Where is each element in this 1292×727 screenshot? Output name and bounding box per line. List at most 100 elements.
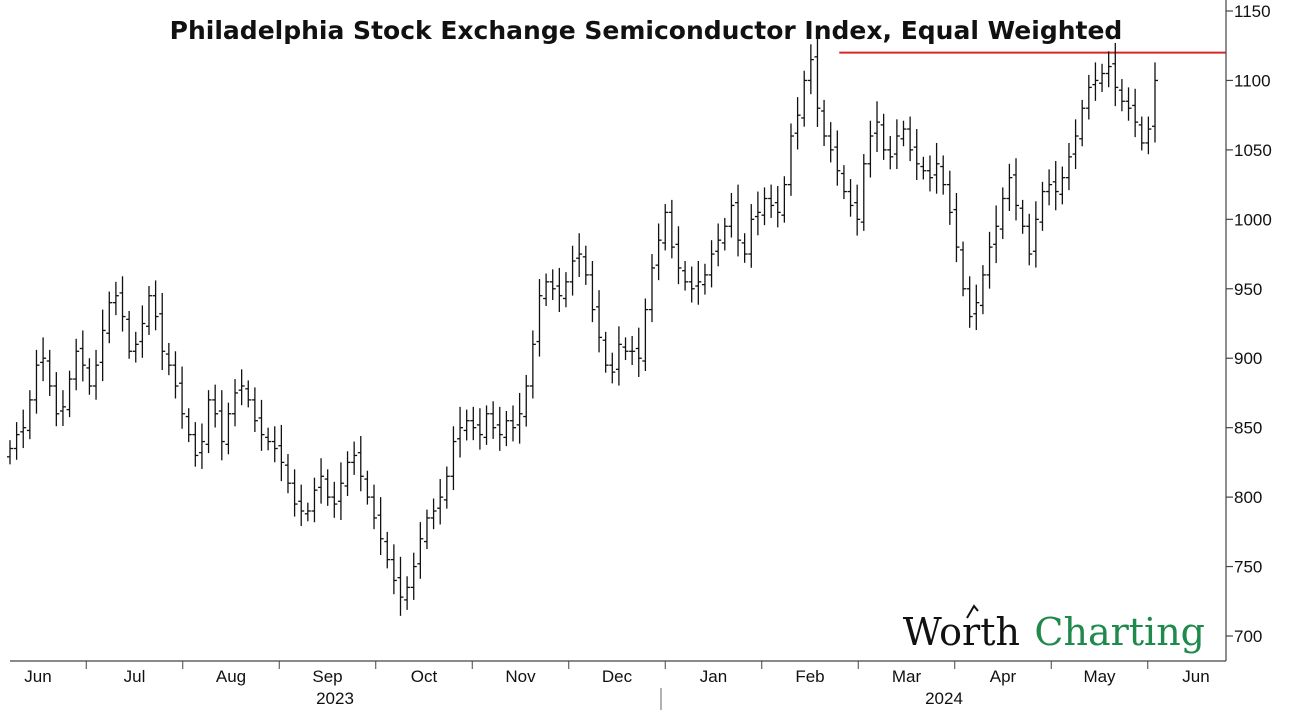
x-month-label: Jul	[124, 667, 146, 686]
ohlc-bar	[165, 342, 172, 376]
ohlc-bar	[20, 409, 27, 449]
ohlc-bar	[46, 349, 53, 396]
ohlc-bar	[437, 479, 444, 525]
ohlc-bar	[596, 290, 603, 353]
ohlc-bar	[516, 392, 523, 444]
ohlc-bar	[1065, 142, 1072, 191]
ohlc-bar	[139, 305, 146, 358]
ohlc-bar	[556, 267, 563, 312]
x-year-label: 2023	[316, 689, 354, 708]
ohlc-bar	[635, 327, 642, 377]
ohlc-bar	[463, 409, 470, 441]
ohlc-bar	[1152, 62, 1158, 143]
ohlc-bar	[1059, 166, 1066, 205]
ohlc-bar	[371, 484, 378, 530]
ohlc-bar	[132, 331, 139, 363]
ohlc-bar	[457, 406, 464, 458]
ohlc-bar	[893, 119, 900, 170]
ohlc-bar	[1079, 99, 1086, 147]
y-tick-label: 800	[1234, 488, 1262, 507]
ohlc-bar	[1092, 62, 1099, 101]
x-month-label: Jun	[24, 667, 51, 686]
ohlc-bar	[40, 337, 47, 382]
ohlc-bar	[662, 204, 669, 251]
ohlc-bar	[238, 369, 245, 406]
ohlc-bar	[814, 36, 821, 127]
ohlc-bar	[245, 380, 252, 408]
ohlc-bar	[615, 326, 622, 386]
ohlc-bar	[450, 426, 457, 491]
ohlc-bar	[93, 349, 100, 400]
ohlc-bar	[682, 261, 689, 291]
ohlc-bar	[715, 223, 722, 267]
chart-title: Philadelphia Stock Exchange Semiconducto…	[170, 16, 1123, 45]
ohlc-bar	[774, 186, 781, 228]
ohlc-bar	[1013, 158, 1020, 221]
ohlc-bar	[291, 469, 298, 517]
ohlc-bar	[225, 402, 232, 455]
ohlc-bar	[741, 233, 748, 263]
ohlc-bar	[112, 281, 119, 316]
ohlc-bar	[357, 436, 364, 492]
ohlc-bar	[801, 70, 808, 127]
ohlc-bar	[655, 223, 662, 281]
ohlc-bar	[443, 466, 450, 509]
x-month-label: Mar	[892, 667, 922, 686]
ohlc-bar	[232, 379, 239, 427]
x-month-label: Feb	[795, 667, 824, 686]
ohlc-bar	[1039, 181, 1046, 231]
ohlc-bar	[562, 272, 569, 308]
y-tick-label: 850	[1234, 419, 1262, 438]
x-month-label: Aug	[216, 667, 246, 686]
ohlc-bar	[99, 309, 106, 382]
ohlc-bar	[966, 276, 973, 328]
ohlc-bar	[510, 405, 517, 442]
ohlc-bar	[768, 184, 775, 218]
ohlc-bar	[960, 241, 967, 297]
ohlc-bar	[834, 130, 841, 186]
ohlc-bar	[920, 156, 927, 180]
ohlc-bar	[1105, 51, 1112, 88]
ohlc-bar	[993, 205, 1000, 264]
ohlc-bars	[7, 36, 1158, 616]
ohlc-bar	[377, 497, 384, 556]
ohlc-bar	[265, 427, 272, 451]
ohlc-bar	[946, 170, 953, 225]
ohlc-bar	[907, 116, 914, 162]
ohlc-bar	[787, 123, 794, 196]
ohlc-bar	[874, 101, 881, 152]
ohlc-bar	[205, 390, 212, 454]
ohlc-bar	[986, 231, 993, 289]
ohlc-bar	[390, 544, 397, 595]
ohlc-bar	[1026, 213, 1033, 266]
ohlc-bar	[324, 469, 331, 506]
ohlc-bar	[913, 129, 920, 181]
ohlc-bar	[417, 522, 424, 579]
ohlc-bar	[728, 192, 735, 238]
ohlc-bar	[251, 387, 258, 432]
ohlc-bar	[589, 261, 596, 323]
ohlc-bar	[860, 154, 867, 231]
x-month-label: Jun	[1182, 667, 1209, 686]
ohlc-bar	[126, 311, 133, 359]
svg-text:Worth Charting: Worth Charting	[903, 610, 1205, 654]
y-tick-label: 1150	[1234, 2, 1271, 21]
ohlc-bar	[172, 351, 179, 399]
x-month-label: Oct	[411, 667, 438, 686]
ohlc-bar	[86, 358, 93, 395]
x-month-label: Sep	[312, 667, 342, 686]
ohlc-bar	[119, 276, 126, 332]
ohlc-bar	[298, 484, 305, 526]
ohlc-bar	[344, 451, 351, 496]
ohlc-bar	[1145, 116, 1152, 155]
ohlc-bar	[503, 411, 510, 447]
ohlc-bar	[423, 509, 430, 550]
ohlc-bar	[668, 199, 675, 259]
ohlc-bar	[549, 269, 556, 301]
ohlc-bar	[430, 498, 437, 530]
ohlc-bar	[364, 470, 371, 505]
ohlc-bar	[152, 280, 159, 331]
ohlc-bar	[337, 462, 344, 521]
ohlc-bar	[410, 552, 417, 600]
